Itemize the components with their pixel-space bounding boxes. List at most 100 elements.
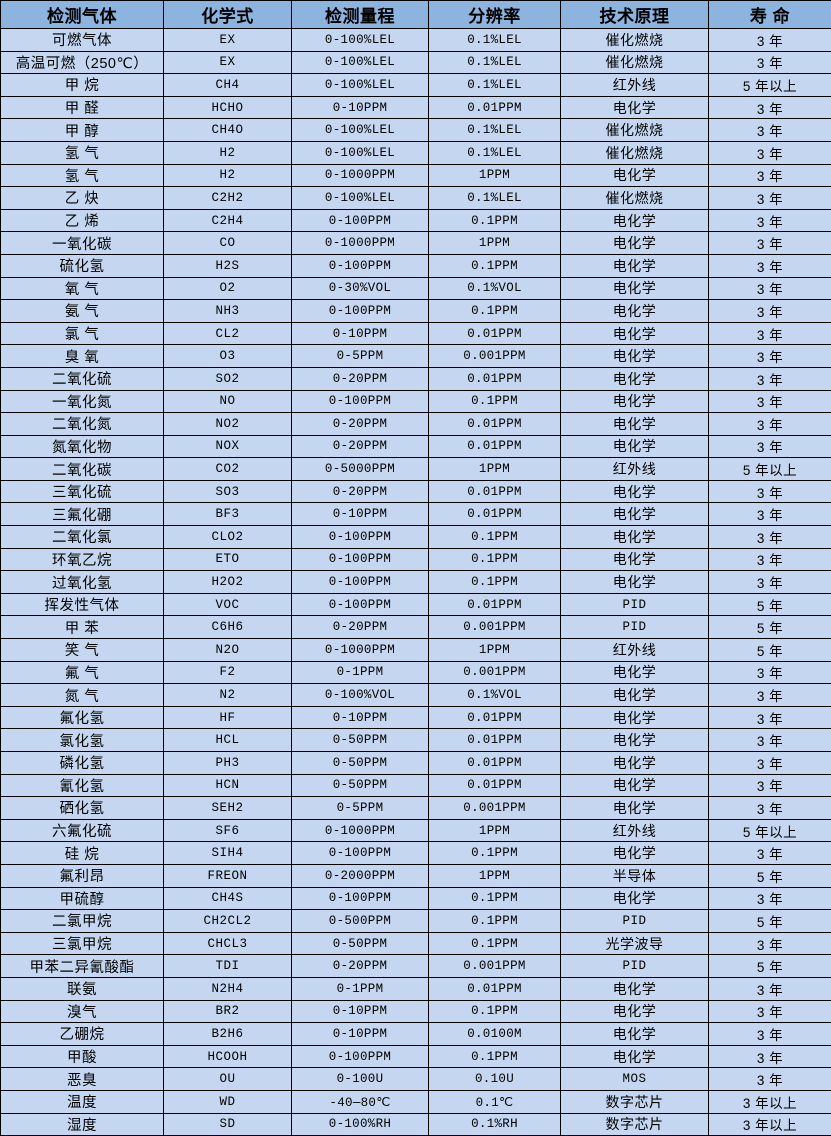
cell-lifespan: 3 年 [709, 1023, 831, 1046]
cell-formula: C2H4 [164, 209, 292, 232]
cell-formula: EX [164, 29, 292, 52]
cell-lifespan: 3 年 [709, 1045, 831, 1068]
cell-technology: 电化学 [561, 571, 709, 594]
cell-range: 0-1000PPM [292, 232, 429, 255]
cell-lifespan: 3 年 [709, 277, 831, 300]
cell-technology: 红外线 [561, 819, 709, 842]
cell-formula: HCN [164, 774, 292, 797]
column-header-resolution: 分辨率 [429, 1, 561, 29]
cell-lifespan: 5 年 [709, 639, 831, 662]
cell-resolution: 1PPM [429, 164, 561, 187]
cell-gas: 环氧乙烷 [1, 548, 164, 571]
cell-range: 0-1000PPM [292, 639, 429, 662]
cell-lifespan: 3 年 [709, 842, 831, 865]
cell-technology: 催化燃烧 [561, 29, 709, 52]
cell-formula: C2H2 [164, 187, 292, 210]
cell-technology: 电化学 [561, 345, 709, 368]
cell-resolution: 0.1PPM [429, 526, 561, 549]
cell-formula: N2 [164, 684, 292, 707]
cell-technology: 电化学 [561, 480, 709, 503]
cell-gas: 二氧化氮 [1, 413, 164, 436]
cell-resolution: 0.1PPM [429, 254, 561, 277]
cell-resolution: 0.01PPM [429, 435, 561, 458]
cell-formula: HCHO [164, 96, 292, 119]
cell-formula: CH4 [164, 74, 292, 97]
cell-formula: CH4S [164, 887, 292, 910]
cell-range: 0-1PPM [292, 977, 429, 1000]
cell-range: 0-100%LEL [292, 51, 429, 74]
cell-lifespan: 3 年 [709, 797, 831, 820]
header-row: 检测气体 化学式 检测量程 分辨率 技术原理 寿 命 [1, 1, 831, 29]
cell-range: 0-100PPM [292, 300, 429, 323]
cell-formula: SIH4 [164, 842, 292, 865]
cell-gas: 甲苯二异氰酸酯 [1, 955, 164, 978]
cell-lifespan: 3 年 [709, 548, 831, 571]
cell-gas: 联氨 [1, 977, 164, 1000]
cell-resolution: 0.01PPM [429, 480, 561, 503]
cell-formula: ETO [164, 548, 292, 571]
cell-formula: O3 [164, 345, 292, 368]
cell-lifespan: 3 年 [709, 977, 831, 1000]
cell-resolution: 0.01PPM [429, 96, 561, 119]
cell-range: 0-10PPM [292, 503, 429, 526]
cell-formula: CO [164, 232, 292, 255]
cell-gas: 氰化氢 [1, 774, 164, 797]
cell-formula: HCOOH [164, 1045, 292, 1068]
cell-lifespan: 3 年 [709, 932, 831, 955]
cell-range: 0-100U [292, 1068, 429, 1091]
cell-technology: 电化学 [561, 842, 709, 865]
cell-resolution: 0.10U [429, 1068, 561, 1091]
cell-range: 0-100PPM [292, 548, 429, 571]
cell-gas: 氢 气 [1, 141, 164, 164]
cell-gas: 硫化氢 [1, 254, 164, 277]
cell-technology: 红外线 [561, 639, 709, 662]
cell-resolution: 0.1PPM [429, 390, 561, 413]
cell-formula: CH2CL2 [164, 910, 292, 933]
cell-gas: 三氯甲烷 [1, 932, 164, 955]
cell-technology: 电化学 [561, 390, 709, 413]
cell-range: 0-20PPM [292, 413, 429, 436]
cell-resolution: 0.1%LEL [429, 187, 561, 210]
cell-technology: 电化学 [561, 367, 709, 390]
cell-resolution: 0.01PPM [429, 774, 561, 797]
cell-lifespan: 3 年 [709, 187, 831, 210]
cell-technology: 电化学 [561, 729, 709, 752]
cell-range: 0-100PPM [292, 842, 429, 865]
cell-gas: 六氟化硫 [1, 819, 164, 842]
cell-range: 0-10PPM [292, 96, 429, 119]
cell-resolution: 1PPM [429, 458, 561, 481]
cell-formula: CH4O [164, 119, 292, 142]
cell-technology: 电化学 [561, 503, 709, 526]
cell-gas: 二氧化硫 [1, 367, 164, 390]
cell-resolution: 0.1℃ [429, 1090, 561, 1113]
cell-lifespan: 3 年 [709, 413, 831, 436]
cell-formula: H2 [164, 164, 292, 187]
cell-formula: CHCL3 [164, 932, 292, 955]
cell-lifespan: 3 年 [709, 322, 831, 345]
cell-gas: 硅 烷 [1, 842, 164, 865]
cell-technology: 电化学 [561, 1023, 709, 1046]
cell-range: 0-5PPM [292, 797, 429, 820]
cell-lifespan: 3 年 [709, 209, 831, 232]
column-header-gas: 检测气体 [1, 1, 164, 29]
cell-range: 0-100%LEL [292, 29, 429, 52]
cell-gas: 氮氧化物 [1, 435, 164, 458]
cell-formula: O2 [164, 277, 292, 300]
cell-technology: 催化燃烧 [561, 187, 709, 210]
column-header-technology: 技术原理 [561, 1, 709, 29]
cell-technology: 电化学 [561, 96, 709, 119]
